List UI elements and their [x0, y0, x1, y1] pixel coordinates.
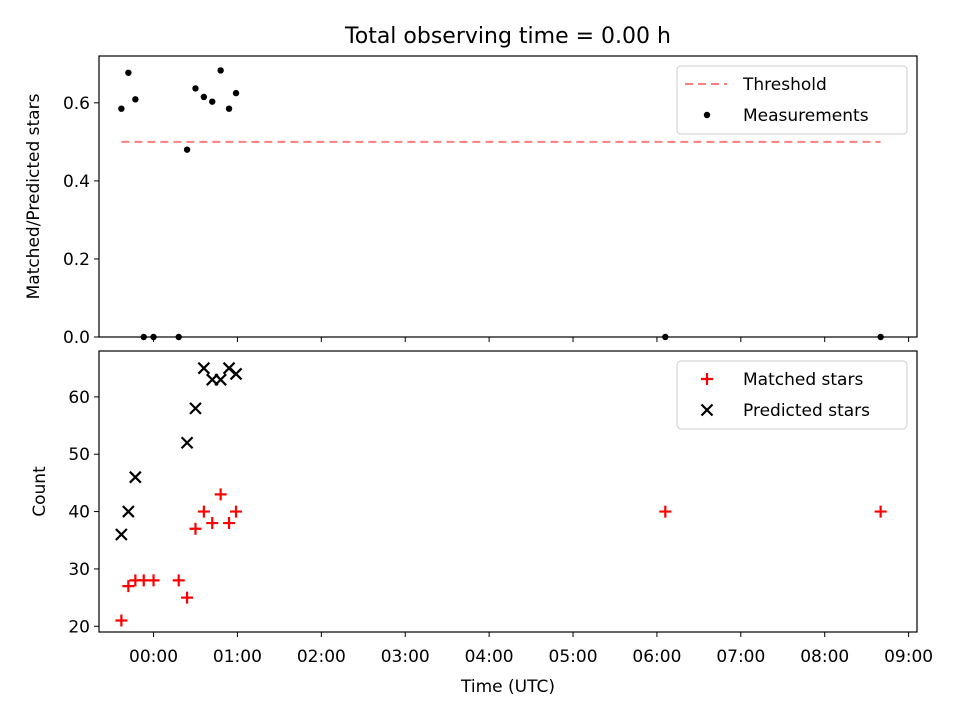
x-tick-label: 04:00 — [465, 647, 514, 667]
y-axis-label: Matched/Predicted stars — [24, 93, 44, 299]
y-tick-label: 0.6 — [63, 94, 90, 114]
legend-label: Threshold — [742, 75, 827, 95]
x-tick-label: 01:00 — [213, 647, 262, 667]
data-point — [874, 505, 887, 518]
x-tick-label: 06:00 — [632, 647, 681, 667]
data-point — [230, 505, 243, 518]
x-tick-label: 08:00 — [800, 647, 849, 667]
y-tick-label: 60 — [68, 388, 90, 408]
data-point — [197, 361, 211, 375]
legend-frame — [676, 65, 908, 135]
legend-label: Measurements — [743, 106, 869, 126]
data-point — [209, 98, 216, 105]
series-matched-stars — [115, 488, 887, 627]
y-tick-label: 0.4 — [63, 172, 90, 192]
legend-label: Matched stars — [743, 370, 863, 390]
data-point — [172, 574, 185, 587]
axes-frame — [98, 55, 918, 338]
y-tick-label: 20 — [68, 617, 90, 637]
data-point — [232, 89, 240, 97]
panel-count: 20 30 40 50 60 00:00 01:00 02:00 03:00 04:00 05:00… — [30, 350, 933, 697]
data-point — [223, 517, 236, 530]
panel-ratio: 0.0 0.2 0.4 0.6 Matched/Predicted stars Thres… — [24, 55, 918, 348]
x-tick-label: 07:00 — [716, 647, 765, 667]
y-tick-label: 0.2 — [63, 250, 90, 270]
legend-label: Predicted stars — [743, 401, 870, 421]
data-point — [181, 591, 194, 604]
series-measurements — [118, 67, 884, 341]
x-tick-label: 02:00 — [297, 647, 346, 667]
data-point — [200, 93, 208, 101]
axes-frame — [98, 350, 918, 633]
data-point — [214, 488, 227, 501]
legend-swatch — [701, 373, 713, 385]
series-predicted-stars — [115, 361, 243, 541]
y-axis-label: Count — [30, 466, 50, 517]
data-point — [189, 402, 202, 415]
y-tick-label: 40 — [68, 503, 90, 523]
y-tick-label: 0.0 — [63, 328, 90, 348]
data-point — [659, 505, 672, 518]
data-point — [115, 528, 128, 541]
data-point — [225, 105, 233, 112]
data-point — [180, 436, 194, 450]
data-point — [122, 580, 135, 593]
data-point — [229, 367, 243, 381]
data-point — [115, 614, 128, 627]
data-point — [189, 522, 202, 535]
data-point — [118, 105, 125, 112]
data-point — [132, 96, 139, 103]
data-point — [206, 517, 219, 530]
legend-swatch — [700, 403, 714, 417]
data-point — [214, 373, 227, 386]
data-point — [183, 146, 191, 153]
legend: Matched stars Predicted stars — [676, 360, 908, 430]
x-tick-label: 00:00 — [129, 647, 178, 667]
legend-swatch — [703, 111, 711, 119]
data-point — [125, 69, 132, 76]
x-axis-label: Time (UTC) — [460, 677, 555, 697]
x-tick-label: 05:00 — [549, 647, 598, 667]
data-point — [129, 470, 142, 484]
legend: Threshold Measurements — [676, 65, 908, 135]
chart-title: Total observing time = 0.00 h — [344, 24, 671, 49]
data-point — [122, 505, 135, 518]
data-point — [147, 574, 160, 587]
legend-frame — [676, 360, 908, 430]
x-tick-label: 09:00 — [884, 647, 933, 667]
y-tick-label: 30 — [68, 560, 90, 580]
data-point — [197, 505, 210, 518]
x-tick-label: 03:00 — [381, 647, 430, 667]
data-point — [217, 67, 224, 74]
y-tick-label: 50 — [68, 445, 90, 465]
data-point — [192, 85, 199, 92]
